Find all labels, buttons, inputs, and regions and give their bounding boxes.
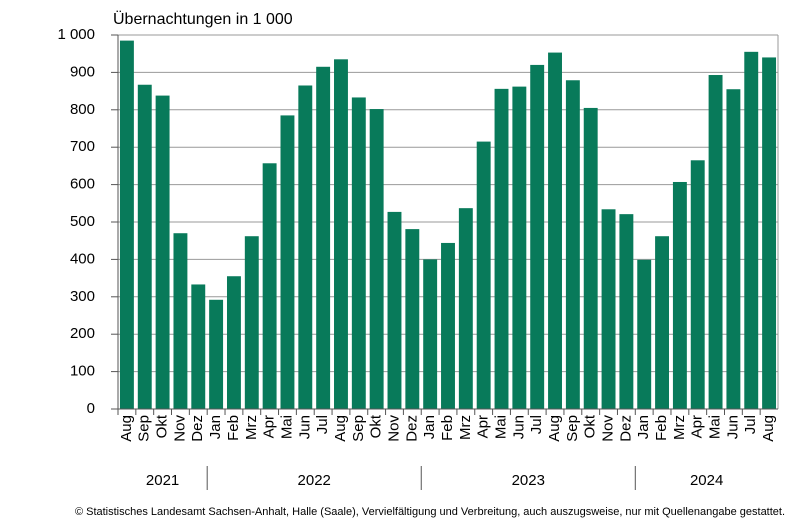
bar: [708, 75, 723, 409]
x-tick-label: Okt: [368, 414, 385, 438]
y-tick-label: 300: [70, 288, 95, 305]
x-tick-label: Dez: [403, 415, 420, 442]
bar: [583, 107, 598, 410]
x-tick-label: Aug: [546, 415, 563, 442]
bar: [262, 163, 277, 409]
x-tick-label: Aug: [118, 415, 135, 442]
bar: [726, 89, 741, 409]
x-tick-label: Sep: [564, 415, 581, 442]
x-tick-label: Mrz: [457, 415, 474, 440]
x-tick-label: Mai: [492, 415, 509, 439]
x-tick-label: Feb: [225, 415, 242, 441]
bar: [173, 233, 188, 409]
x-tick-label: Jan: [421, 415, 438, 439]
x-tick-label: Nov: [171, 415, 188, 442]
bar: [405, 229, 420, 409]
x-tick-label: Mai: [278, 415, 295, 439]
x-tick-label: Jun: [724, 415, 741, 439]
bar: [619, 214, 634, 409]
x-tick-label: Jul: [742, 415, 759, 434]
bar: [387, 211, 402, 409]
x-tick-label: Jun: [296, 415, 313, 439]
y-tick-label: 0: [87, 400, 95, 417]
bar: [423, 259, 438, 409]
bar: [209, 299, 224, 409]
bar: [155, 95, 170, 409]
bar: [565, 80, 580, 409]
x-tick-label: Apr: [261, 415, 278, 438]
x-tick-label: Nov: [385, 415, 402, 442]
y-tick-label: 500: [70, 213, 95, 230]
chart-title: Übernachtungen in 1 000: [113, 10, 293, 28]
bar: [137, 84, 152, 409]
x-tick-label: Mrz: [243, 415, 260, 440]
bar: [476, 141, 491, 409]
bar: [690, 160, 705, 409]
x-tick-label: Aug: [332, 415, 349, 442]
x-tick-label: Apr: [475, 415, 492, 438]
x-tick-label: Mai: [707, 415, 724, 439]
x-tick-label: Sep: [350, 415, 367, 442]
bar: [762, 57, 777, 409]
bar: [119, 40, 134, 410]
x-tick-label: Okt: [154, 414, 171, 438]
bar: [530, 64, 545, 410]
x-tick-label: Aug: [760, 415, 777, 442]
x-tick-label: Jun: [510, 415, 527, 439]
y-tick-label: 200: [70, 325, 95, 342]
bar: [637, 259, 652, 409]
x-tick-label: Jul: [314, 415, 331, 434]
x-tick-label: Nov: [600, 415, 617, 442]
bar: [494, 88, 509, 409]
y-tick-label: 1 000: [57, 26, 95, 43]
x-tick-label: Dez: [189, 415, 206, 442]
bar: [298, 85, 313, 410]
bar: [672, 181, 687, 409]
bar: [548, 52, 562, 409]
source-note: © Statistisches Landesamt Sachsen-Anhalt…: [75, 506, 785, 518]
y-tick-label: 900: [70, 63, 95, 80]
bar: [316, 66, 331, 409]
bar: [351, 97, 366, 409]
x-tick-label: Feb: [653, 415, 670, 441]
year-label: 2023: [512, 472, 545, 489]
bar: [512, 86, 527, 409]
bar: [601, 209, 616, 409]
bar: [191, 284, 206, 409]
x-tick-label: Jul: [528, 415, 545, 434]
year-label: 2021: [146, 472, 179, 489]
x-tick-label: Apr: [689, 415, 706, 438]
bar: [369, 109, 384, 409]
bar: [655, 236, 670, 409]
bar: [226, 276, 241, 409]
year-label: 2024: [690, 472, 723, 489]
bar: [280, 115, 295, 409]
y-tick-label: 600: [70, 176, 95, 193]
bar: [441, 242, 455, 409]
x-tick-label: Dez: [617, 415, 634, 442]
bar: [244, 236, 259, 409]
x-tick-label: Jan: [207, 415, 224, 439]
y-tick-label: 800: [70, 101, 95, 118]
bar: [744, 51, 759, 409]
year-label: 2022: [298, 472, 331, 489]
y-tick-label: 100: [70, 363, 95, 380]
y-tick-label: 400: [70, 250, 95, 267]
y-tick-label: 700: [70, 138, 95, 155]
x-tick-label: Sep: [136, 415, 153, 442]
bar: [458, 208, 473, 409]
x-tick-label: Jan: [635, 415, 652, 439]
bar: [334, 59, 348, 410]
x-tick-label: Okt: [582, 414, 599, 438]
x-tick-label: Feb: [439, 415, 456, 441]
x-tick-label: Mrz: [671, 415, 688, 440]
